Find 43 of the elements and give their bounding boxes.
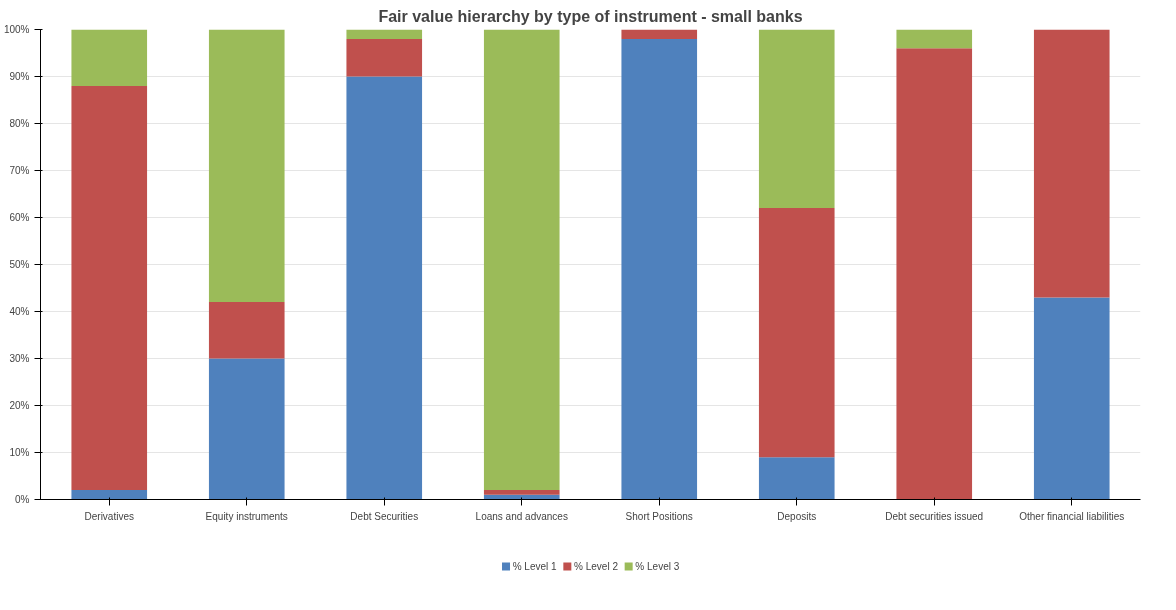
y-tick-label: 10% — [9, 447, 30, 458]
bar — [208, 358, 285, 500]
y-tick-label: 20% — [9, 400, 30, 411]
bar — [621, 29, 698, 39]
x-tick-label: Derivatives — [84, 510, 134, 522]
y-tick-label: 60% — [9, 212, 30, 223]
x-tick-label: Debt securities issued — [885, 510, 984, 522]
bar — [483, 490, 560, 495]
bar — [71, 85, 148, 491]
bar — [758, 208, 835, 458]
y-tick-label: 70% — [9, 165, 30, 176]
x-tick-label: Debt Securities — [350, 510, 419, 522]
bar — [1033, 297, 1110, 500]
bar — [346, 29, 423, 39]
x-tick-label: Short Positions — [625, 510, 693, 522]
y-tick-label: 30% — [9, 353, 30, 364]
y-tick-label: 80% — [9, 118, 30, 129]
bar — [346, 76, 423, 500]
x-tick-label: Loans and advances — [475, 510, 568, 522]
bar — [208, 302, 285, 359]
x-tick-label: Other financial liabilities — [1019, 510, 1125, 522]
bar — [71, 490, 148, 500]
bar — [896, 48, 973, 500]
bar — [71, 29, 148, 86]
y-tick-label: 40% — [9, 306, 30, 317]
y-tick-label: 90% — [9, 71, 30, 82]
bar — [208, 29, 285, 303]
bar — [758, 29, 835, 209]
bar — [758, 457, 835, 500]
legend-label: % Level 1 — [512, 561, 558, 572]
bar — [621, 38, 698, 500]
bar — [1033, 29, 1110, 298]
chart-title: Fair value hierarchy by type of instrument - small banks — [378, 7, 803, 25]
bar — [346, 38, 423, 77]
y-tick-label: 0% — [15, 494, 30, 505]
bar — [483, 29, 560, 491]
x-tick-label: Equity instruments — [205, 510, 288, 522]
y-tick-label: 50% — [9, 259, 30, 270]
legend-label: % Level 3 — [635, 561, 680, 572]
legend-label: % Level 2 — [574, 561, 619, 572]
y-tick-label: 100% — [3, 24, 30, 35]
bar — [896, 29, 973, 49]
x-tick-label: Deposits — [777, 510, 817, 522]
